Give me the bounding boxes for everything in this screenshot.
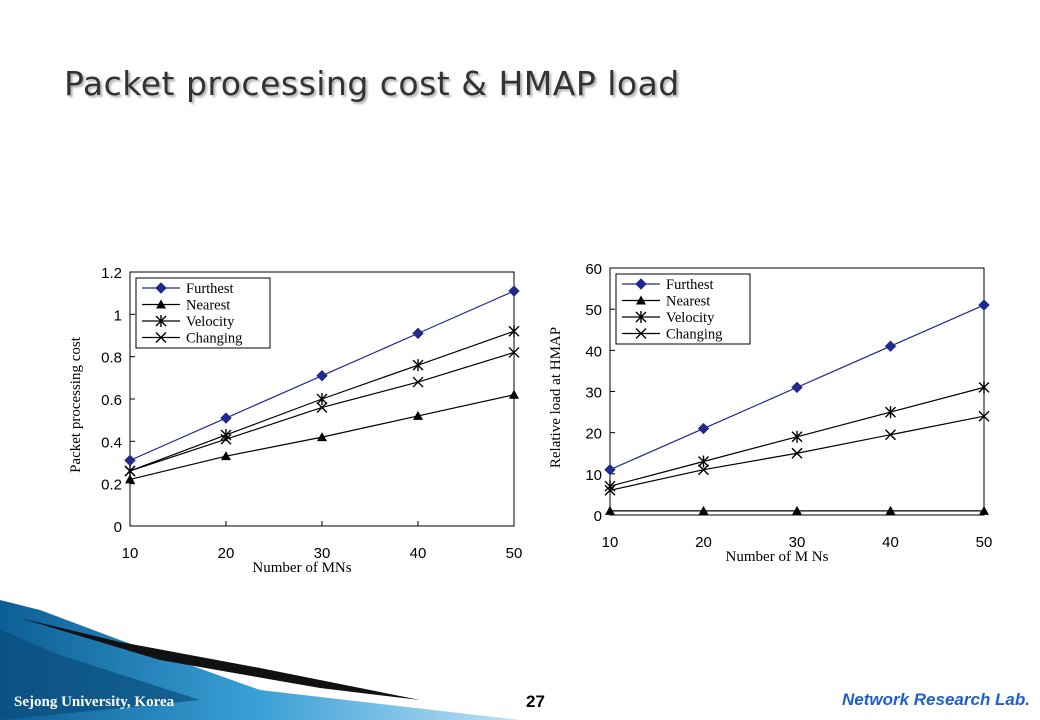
y-tick-label: 60: [585, 261, 602, 278]
point-furthest: [508, 285, 520, 297]
x-axis-label: Number of MNs: [252, 560, 351, 576]
point-changing: [220, 433, 232, 445]
point-nearest: [221, 451, 231, 461]
x-tick-label: 30: [314, 545, 331, 562]
y-tick-label: 1.2: [101, 265, 122, 282]
x-tick-label: 40: [410, 545, 427, 562]
point-nearest: [125, 474, 135, 484]
x-tick-label: 10: [602, 534, 619, 551]
point-nearest: [317, 432, 327, 442]
y-tick-label: 50: [585, 302, 602, 319]
point-changing: [604, 484, 616, 496]
x-tick-label: 30: [789, 534, 806, 551]
point-nearest: [885, 505, 896, 515]
point-changing: [698, 464, 709, 476]
legend-label: Nearest: [666, 294, 710, 310]
point-furthest: [604, 464, 616, 476]
page-number: 27: [526, 692, 545, 711]
y-axis-label: Relative load at HMAP: [548, 327, 564, 468]
x-tick-label: 40: [882, 534, 899, 551]
y-tick-label: 30: [585, 385, 602, 402]
legend-marker: [636, 295, 646, 305]
point-furthest: [412, 327, 424, 340]
legend-marker: [635, 311, 647, 323]
point-velocity: [412, 359, 424, 372]
y-tick-label: 0.4: [101, 434, 122, 451]
x-axis-label: Number of M Ns: [726, 549, 829, 565]
point-velocity: [698, 455, 709, 468]
point-changing: [508, 346, 520, 358]
y-tick-label: 0.6: [101, 392, 122, 409]
point-changing: [885, 429, 896, 441]
legend-label: Nearest: [186, 298, 230, 314]
legend-marker: [635, 278, 647, 290]
point-velocity: [791, 430, 803, 443]
legend-label: Velocity: [666, 310, 715, 326]
y-tick-label: 0.8: [101, 350, 122, 367]
point-nearest: [413, 410, 423, 420]
slide-title: Packet processing cost & HMAP load: [64, 64, 680, 103]
x-tick-label: 50: [976, 534, 993, 551]
y-tick-label: 0: [114, 519, 122, 536]
point-changing: [316, 401, 328, 413]
y-tick-label: 0.2: [101, 477, 122, 494]
y-tick-label: 40: [585, 343, 602, 360]
legend-marker: [635, 328, 647, 339]
legend-marker: [155, 315, 167, 327]
x-tick-label: 50: [506, 545, 523, 562]
point-nearest: [979, 505, 989, 515]
point-velocity: [316, 393, 328, 405]
point-nearest: [698, 505, 709, 515]
x-tick-label: 20: [218, 545, 235, 562]
point-furthest: [884, 340, 897, 352]
point-nearest: [509, 389, 519, 399]
point-velocity: [978, 381, 990, 394]
x-tick-label: 10: [122, 545, 139, 562]
y-axis-label: Packet processing cost: [68, 336, 84, 473]
point-nearest: [792, 505, 802, 515]
y-tick-label: 0: [594, 508, 602, 525]
point-velocity: [508, 325, 520, 338]
x-tick-label: 20: [695, 534, 712, 551]
footer-decoration: [0, 600, 520, 720]
legend-label: Changing: [186, 331, 242, 347]
legend-label: Furthest: [666, 277, 714, 293]
legend-label: Velocity: [186, 314, 235, 330]
point-changing: [124, 465, 136, 477]
point-changing: [412, 376, 424, 388]
point-furthest: [316, 370, 328, 382]
y-tick-label: 10: [585, 467, 602, 484]
point-furthest: [978, 299, 990, 311]
footer-lab: Network Research Lab.: [841, 690, 1030, 709]
point-changing: [978, 410, 990, 422]
footer-university: Sejong University, Korea: [14, 694, 175, 710]
point-furthest: [791, 381, 803, 394]
point-furthest: [697, 422, 710, 435]
legend-label: Changing: [666, 327, 722, 343]
y-tick-label: 20: [585, 426, 602, 443]
point-nearest: [605, 505, 615, 515]
legend-marker: [155, 332, 167, 343]
y-tick-label: 1: [114, 307, 122, 324]
point-velocity: [885, 406, 896, 419]
point-changing: [791, 447, 803, 459]
point-furthest: [220, 412, 232, 424]
legend-marker: [155, 282, 167, 294]
legend-marker: [156, 299, 166, 309]
legend-label: Furthest: [186, 281, 234, 297]
